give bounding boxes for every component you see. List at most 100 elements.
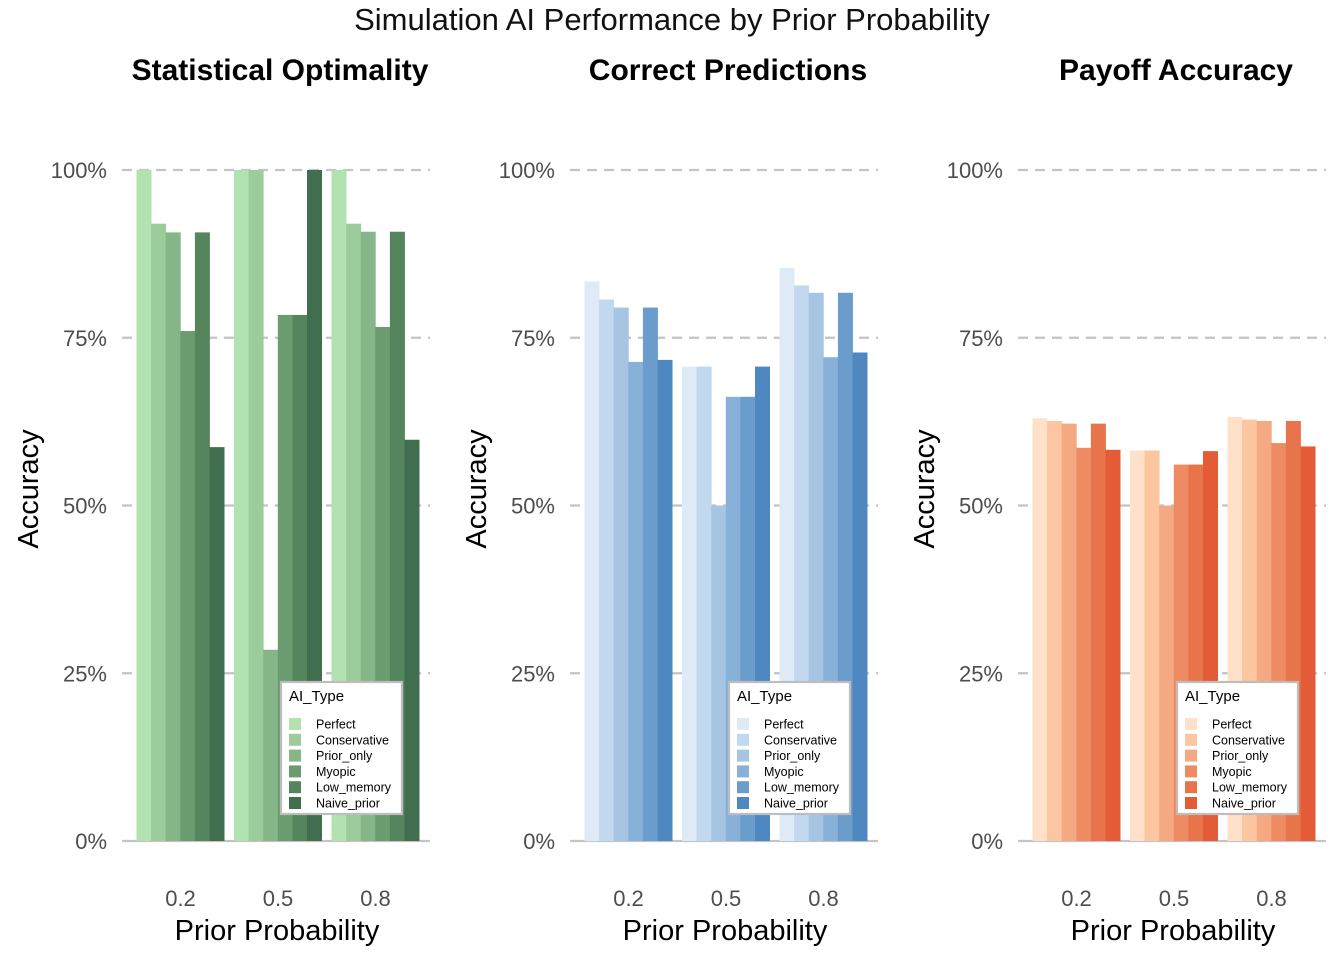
bar-0.5-Perfect [234,170,249,841]
bar-0.2-Naive_prior [209,447,225,841]
legend-label: Myopic [316,765,356,779]
panel-title: Correct Predictions [589,54,867,87]
figure-title: Simulation AI Performance by Prior Proba… [354,2,990,37]
y-tick-label: 75% [63,326,107,351]
legend-label: Naive_prior [764,797,828,811]
bar-0.5-Conservative [696,366,712,841]
legend-label: Conservative [1212,733,1285,747]
x-axis-label: Prior Probability [1071,915,1276,947]
legend-swatch [1185,733,1197,746]
y-tick-label: 50% [959,494,1003,519]
bar-0.5-Conservative [248,170,264,841]
bar-0.2-Naive_prior [1105,449,1121,841]
y-tick-label: 25% [959,661,1003,686]
x-tick-label: 0.8 [808,886,839,911]
x-tick-label: 0.5 [1159,886,1190,911]
y-tick-label: 0% [971,829,1003,854]
x-tick-label: 0.8 [360,886,391,911]
legend-swatch [737,781,749,794]
x-tick-label: 0.2 [165,886,196,911]
panel-title: Payoff Accuracy [1059,54,1293,87]
y-tick-label: 0% [523,829,555,854]
bar-0.5-Conservative [1144,450,1160,841]
bar-0.2-Perfect [1032,418,1048,841]
bar-0.8-Naive_prior [404,439,420,841]
legend-title: AI_Type [289,688,344,705]
legend-label: Low_memory [764,781,840,795]
x-tick-label: 0.5 [263,886,294,911]
legend-swatch [737,733,749,746]
legend-swatch [737,797,749,809]
bar-0.2-Myopic [180,331,196,841]
legend-label: Conservative [764,733,837,747]
x-tick-label: 0.2 [613,886,644,911]
y-tick-label: 25% [511,661,555,686]
y-tick-label: 50% [63,494,107,519]
legend-label: Naive_prior [316,797,380,811]
bar-0.2-Perfect [136,170,152,841]
x-axis-label: Prior Probability [623,915,828,947]
bar-0.2-Low_memory [194,232,210,841]
legend-swatch [289,733,301,746]
legend-title: AI_Type [737,688,792,705]
panel-title: Statistical Optimality [132,54,429,87]
panel-2: Correct Predictions 0% 25% 50% 75% 100% 0.2 0.5… [461,54,878,947]
bar-0.5-Prior_only [1159,505,1175,841]
x-tick-label: 0.5 [711,886,742,911]
legend-swatch [1185,781,1197,794]
legend-swatch [1185,797,1197,809]
panel-3: Payoff Accuracy 0% 25% 50% 75% 100% 0.2 0.5 0.8 P… [909,54,1326,947]
y-tick-label: 50% [511,494,555,519]
legend-swatch [1185,765,1197,778]
panel-1: Statistical Optimality 0% 25% 50% 75% 100% 0.2… [13,54,430,947]
bar-0.2-Myopic [628,361,644,841]
bar-0.2-Low_memory [642,307,658,841]
legend-label: Prior_only [764,749,821,763]
legend-label: Naive_prior [1212,797,1276,811]
legend-swatch [289,749,301,762]
legend-label: Prior_only [1212,749,1269,763]
bar-0.2-Myopic [1076,447,1092,841]
y-axis-label: Accuracy [461,429,493,549]
legend-box [1175,680,1300,816]
legend-swatch [289,718,301,730]
bar-0.2-Perfect [584,281,600,841]
legend-label: Perfect [764,718,804,732]
bar-0.2-Prior_only [1061,423,1077,841]
x-axis-label: Prior Probability [175,915,380,947]
legend-label: Myopic [764,765,804,779]
bar-0.2-Conservative [599,299,615,841]
legend-swatch [1185,749,1197,762]
y-tick-label: 100% [51,158,107,183]
bar-0.2-Prior_only [613,307,629,841]
legend-swatch [737,718,749,730]
y-axis-label: Accuracy [909,429,941,549]
bar-0.5-Prior_only [711,505,727,841]
legend-label: Perfect [1212,718,1252,732]
legend-label: Perfect [316,718,356,732]
legend-swatch [737,749,749,762]
y-axis-label: Accuracy [13,429,45,549]
legend-swatch [289,781,301,794]
y-tick-label: 100% [499,158,555,183]
bar-0.8-Naive_prior [852,352,868,841]
legend-swatch [737,765,749,778]
legend-title: AI_Type [1185,688,1240,705]
y-tick-label: 100% [947,158,1003,183]
legend-label: Low_memory [1212,781,1288,795]
legend-label: Conservative [316,733,389,747]
legend-box [727,680,852,816]
bar-0.2-Prior_only [165,232,181,841]
bar-0.8-Naive_prior [1300,446,1316,841]
bar-0.5-Perfect [682,366,697,841]
legend-label: Prior_only [316,749,373,763]
bar-0.2-Conservative [1047,420,1063,841]
legend-swatch [1185,718,1197,730]
y-tick-label: 75% [959,326,1003,351]
legend-box [279,680,404,816]
legend-label: Myopic [1212,765,1252,779]
